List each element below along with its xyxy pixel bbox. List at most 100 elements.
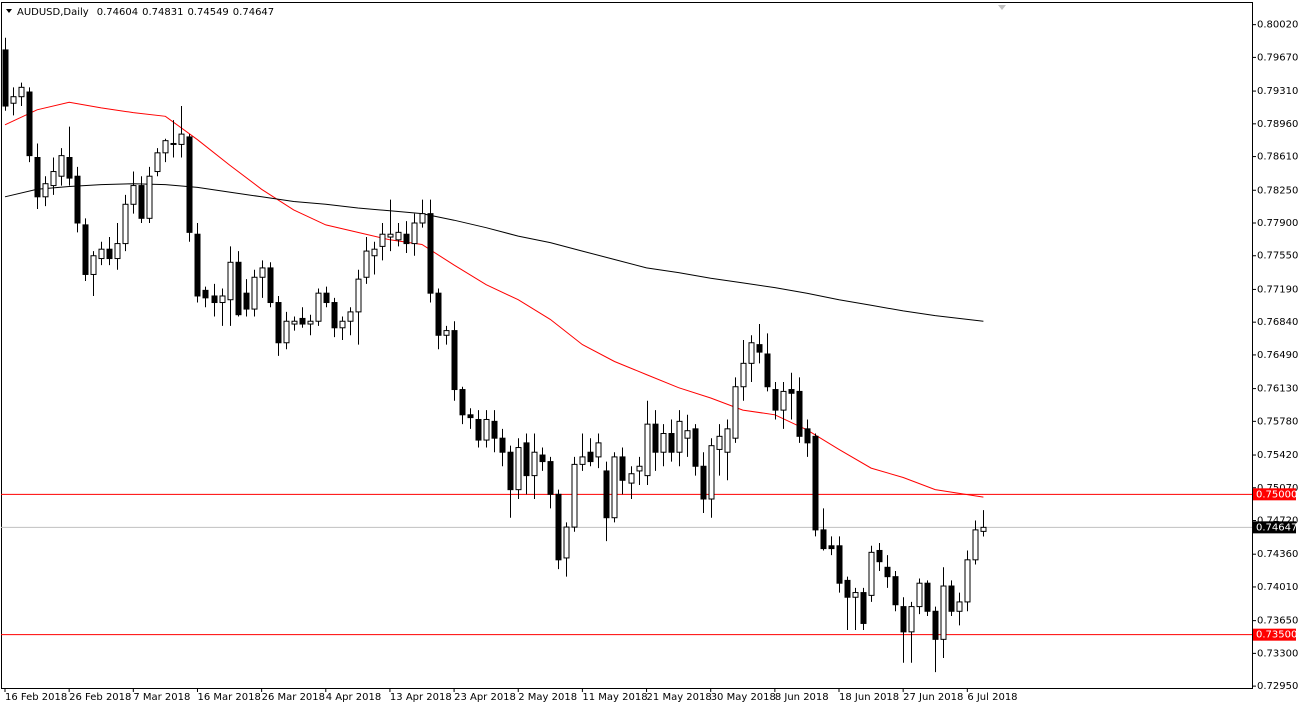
candle-body xyxy=(355,278,362,313)
candle-body xyxy=(58,155,65,177)
x-tick-label: 11 May 2018 xyxy=(582,692,647,703)
candle-body xyxy=(138,185,145,219)
candle-body xyxy=(692,428,699,467)
candle-body xyxy=(98,248,105,260)
candle-body xyxy=(652,423,659,453)
candle-body xyxy=(708,445,715,500)
candle-body xyxy=(636,465,643,472)
candle-body xyxy=(732,386,739,439)
y-tick-label: 0.76130 xyxy=(1257,384,1298,395)
candle-body xyxy=(828,545,835,550)
candle-body xyxy=(579,456,586,465)
hline-label: 0.73500 xyxy=(1256,630,1297,641)
y-tick-label: 0.76840 xyxy=(1257,317,1298,328)
last-price-label: 0.74647 xyxy=(1256,522,1297,533)
candle-body xyxy=(90,255,97,275)
candle-body xyxy=(820,529,827,550)
candle-body xyxy=(483,418,490,441)
candle-body xyxy=(892,576,899,606)
candle-body xyxy=(275,302,282,344)
candle-body xyxy=(178,133,185,145)
candle-body xyxy=(684,430,691,439)
ohlc-value: 0.74647 xyxy=(233,7,274,18)
candle-body xyxy=(908,606,915,633)
candle-body xyxy=(315,292,322,322)
y-tick-label: 0.78960 xyxy=(1257,119,1298,130)
candle-body xyxy=(186,136,193,233)
candle-body xyxy=(42,183,49,198)
candle-body xyxy=(756,344,763,353)
y-tick-label: 0.73650 xyxy=(1257,616,1298,627)
candle-body xyxy=(459,389,466,416)
candle-body xyxy=(419,213,426,224)
candle-body xyxy=(10,96,17,104)
y-tick-label: 0.77550 xyxy=(1257,251,1298,262)
candle-body xyxy=(932,610,939,640)
candle-body xyxy=(948,585,955,612)
y-tick-label: 0.79670 xyxy=(1257,52,1298,63)
x-tick-label: 6 Jul 2018 xyxy=(967,692,1017,703)
x-tick-label: 2 May 2018 xyxy=(518,692,577,703)
candle-body xyxy=(443,330,450,336)
candle-body xyxy=(403,233,410,245)
collapse-triangle[interactable] xyxy=(6,9,12,13)
candle-body xyxy=(331,302,338,329)
x-tick-label: 26 Feb 2018 xyxy=(69,692,131,703)
x-tick-label: 16 Mar 2018 xyxy=(197,692,260,703)
y-tick-label: 0.74720 xyxy=(1257,516,1298,527)
candle-body xyxy=(836,545,843,584)
candle-body xyxy=(339,320,346,329)
candle-body xyxy=(804,428,811,444)
candle-body xyxy=(980,526,987,532)
y-tick-label: 0.75780 xyxy=(1257,416,1298,427)
candle-body xyxy=(467,414,474,419)
y-tick-label: 0.80020 xyxy=(1257,20,1298,31)
candle-body xyxy=(547,461,554,495)
candle-body xyxy=(507,451,514,491)
candle-body xyxy=(812,435,819,531)
plot-frame xyxy=(1,2,1253,689)
candle-body xyxy=(852,592,859,598)
candle-body xyxy=(363,250,370,278)
candle-body xyxy=(411,222,418,245)
x-tick-label: 18 Jun 2018 xyxy=(839,692,899,703)
candle-body xyxy=(916,582,923,608)
x-tick-label: 26 Mar 2018 xyxy=(262,692,325,703)
candle-body xyxy=(435,292,442,336)
x-tick-label: 27 Jun 2018 xyxy=(903,692,963,703)
candle-body xyxy=(660,433,667,453)
candle-body xyxy=(523,442,530,477)
y-tick-label: 0.75070 xyxy=(1257,483,1298,494)
candle-body xyxy=(130,185,137,205)
candle-body xyxy=(259,267,266,278)
candle-body xyxy=(243,292,250,310)
candle-body xyxy=(162,140,169,154)
candle-body xyxy=(82,224,89,275)
candle-body xyxy=(724,428,731,453)
candle-body xyxy=(154,152,161,173)
candle-body xyxy=(772,389,779,411)
y-tick-label: 0.78610 xyxy=(1257,152,1298,163)
candle-body xyxy=(571,463,578,528)
candle-body xyxy=(619,456,626,481)
candle-body xyxy=(964,559,971,603)
x-tick-label: 4 Apr 2018 xyxy=(326,692,381,703)
candle-body xyxy=(748,342,755,364)
candle-body xyxy=(299,317,306,325)
candle-body xyxy=(668,433,675,453)
candle-body xyxy=(235,261,242,316)
y-tick-label: 0.75420 xyxy=(1257,450,1298,461)
shift-marker[interactable] xyxy=(998,5,1006,10)
candle-body xyxy=(26,91,33,157)
candle-body xyxy=(451,330,458,391)
y-tick-label: 0.74010 xyxy=(1257,582,1298,593)
candle-body xyxy=(716,435,723,450)
candle-body xyxy=(114,243,121,260)
candle-body xyxy=(860,592,867,624)
y-tick-label: 0.74360 xyxy=(1257,549,1298,560)
y-tick-label: 0.76490 xyxy=(1257,350,1298,361)
candle-body xyxy=(515,447,522,491)
candle-body xyxy=(900,606,907,633)
candle-body xyxy=(170,142,177,145)
